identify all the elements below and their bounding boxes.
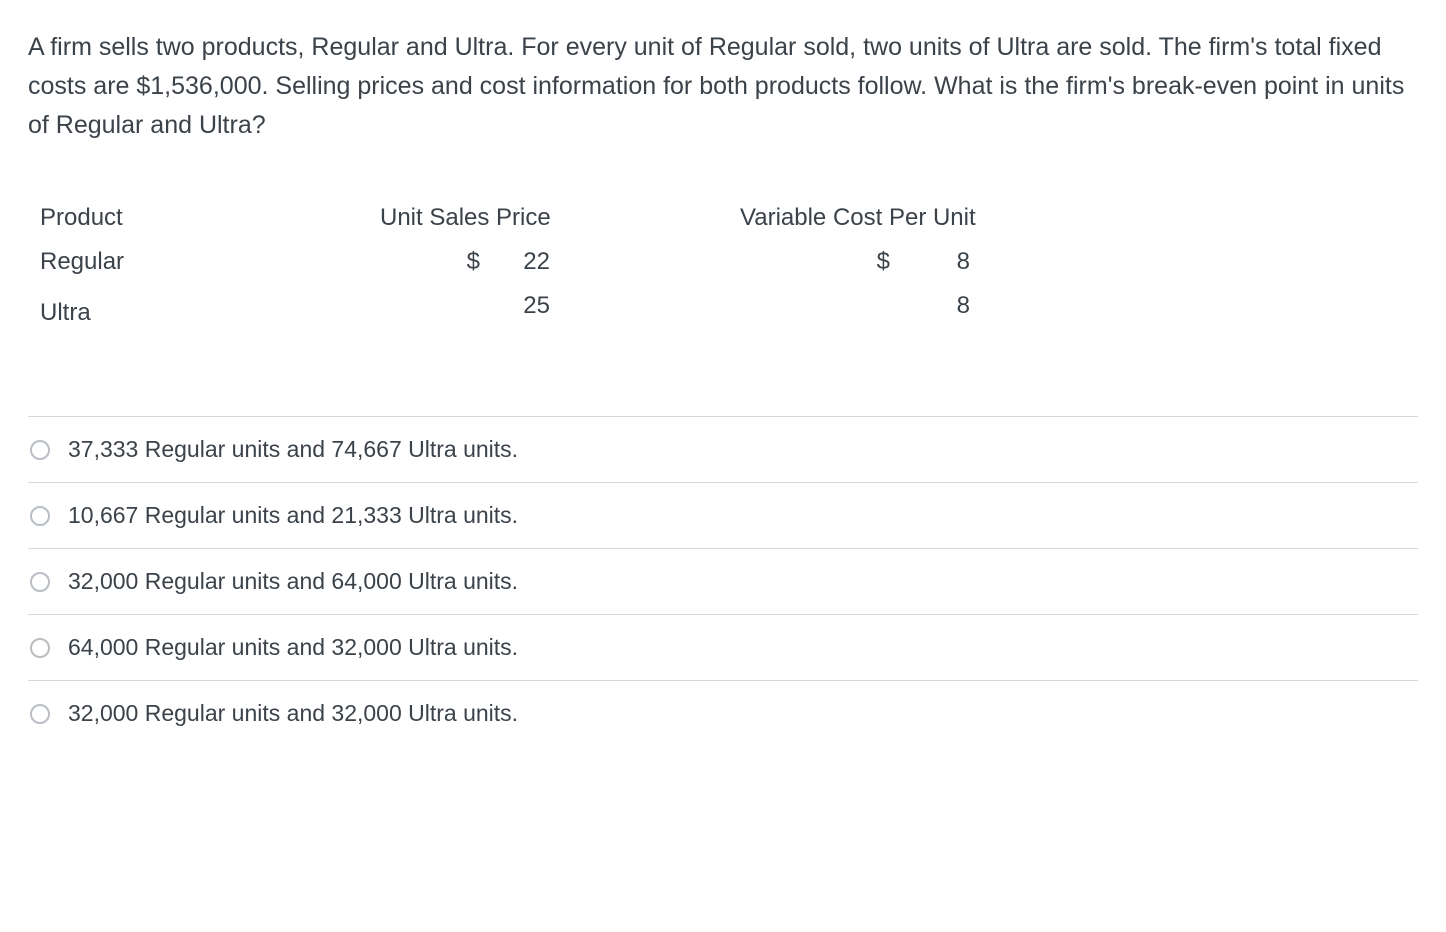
answer-option[interactable]: 37,333 Regular units and 74,667 Ultra un… — [28, 417, 1418, 483]
answer-option[interactable]: 32,000 Regular units and 64,000 Ultra un… — [28, 549, 1418, 615]
radio-icon — [30, 506, 50, 526]
radio-icon — [30, 572, 50, 592]
cost-value: 8 — [890, 292, 970, 320]
cell-product: Regular — [40, 248, 380, 276]
cell-price: $ 22 — [380, 248, 580, 276]
price-value: 25 — [480, 292, 550, 320]
table-row: Ultra 25 8 — [40, 292, 1418, 336]
radio-icon — [30, 638, 50, 658]
currency-symbol: $ — [850, 248, 890, 276]
header-unit-sales-price: Unit Sales Price — [380, 204, 740, 232]
currency-symbol: $ — [440, 248, 480, 276]
currency-symbol — [850, 292, 890, 320]
option-label: 64,000 Regular units and 32,000 Ultra un… — [68, 634, 518, 661]
answer-option[interactable]: 32,000 Regular units and 32,000 Ultra un… — [28, 681, 1418, 746]
answer-option[interactable]: 64,000 Regular units and 32,000 Ultra un… — [28, 615, 1418, 681]
header-variable-cost: Variable Cost Per Unit — [740, 204, 1418, 232]
table-header-row: Product Unit Sales Price Variable Cost P… — [40, 204, 1418, 248]
option-label: 32,000 Regular units and 64,000 Ultra un… — [68, 568, 518, 595]
cell-price: 25 — [380, 292, 580, 320]
option-label: 10,667 Regular units and 21,333 Ultra un… — [68, 502, 518, 529]
cost-value: 8 — [890, 248, 970, 276]
product-data-table: Product Unit Sales Price Variable Cost P… — [40, 204, 1418, 336]
radio-icon — [30, 704, 50, 724]
option-label: 32,000 Regular units and 32,000 Ultra un… — [68, 700, 518, 727]
option-label: 37,333 Regular units and 74,667 Ultra un… — [68, 436, 518, 463]
price-value: 22 — [480, 248, 550, 276]
radio-icon — [30, 440, 50, 460]
question-text: A firm sells two products, Regular and U… — [28, 28, 1418, 144]
currency-symbol — [440, 292, 480, 320]
cell-cost: $ 8 — [740, 248, 970, 276]
answer-options: 37,333 Regular units and 74,667 Ultra un… — [28, 416, 1418, 746]
cell-cost: 8 — [740, 292, 970, 320]
answer-option[interactable]: 10,667 Regular units and 21,333 Ultra un… — [28, 483, 1418, 549]
cell-product: Ultra — [40, 299, 380, 327]
table-row: Regular $ 22 $ 8 — [40, 248, 1418, 292]
header-product: Product — [40, 204, 380, 232]
